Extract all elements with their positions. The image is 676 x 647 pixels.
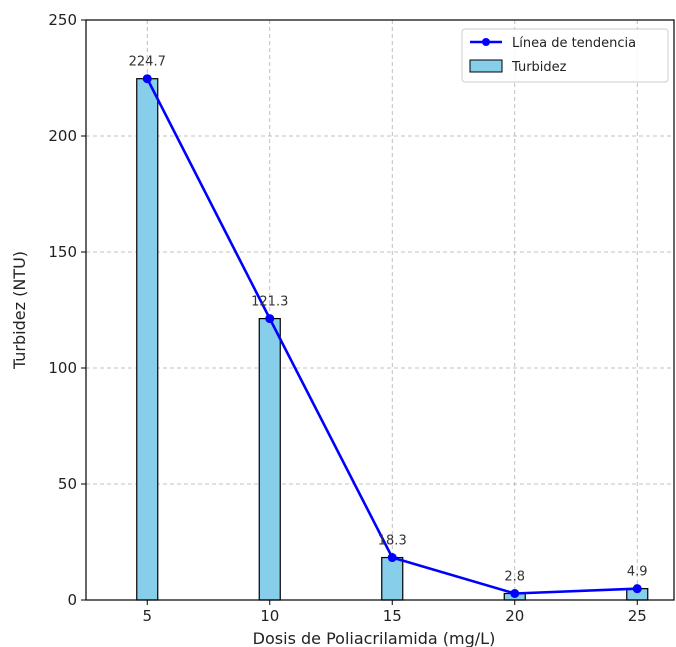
data-label: 121.3 <box>251 295 288 310</box>
x-tick-label: 20 <box>505 607 524 625</box>
data-label: 224.7 <box>129 55 166 70</box>
legend-entry-bar: Turbidez <box>511 60 567 75</box>
y-tick-label: 150 <box>48 243 77 261</box>
grid <box>86 19 674 601</box>
x-axis-ticks: 5 10 15 20 25 <box>142 600 647 625</box>
x-tick-label: 10 <box>260 607 279 625</box>
bar <box>381 556 404 601</box>
bar <box>258 317 281 601</box>
x-tick-label: 25 <box>628 607 647 625</box>
bar <box>136 78 159 601</box>
y-tick-label: 200 <box>48 127 77 145</box>
legend-line-marker <box>482 38 490 46</box>
y-axis-label: Turbidez (NTU) <box>10 251 29 370</box>
trend-point <box>510 589 520 599</box>
x-tick-label: 15 <box>383 607 402 625</box>
legend-box <box>461 28 669 83</box>
legend-bar-swatch <box>469 59 503 73</box>
trend-point <box>265 314 275 324</box>
y-tick-label: 100 <box>48 359 77 377</box>
plot-frame <box>85 19 675 601</box>
data-label: 2.8 <box>504 570 525 585</box>
trend-point <box>387 553 397 563</box>
trend-line-layer <box>142 74 642 599</box>
y-axis-ticks: 0 50 100 150 200 250 <box>48 11 86 609</box>
x-tick-label: 5 <box>142 607 152 625</box>
bars <box>136 78 649 601</box>
trend-point <box>632 584 642 594</box>
trend-point <box>142 74 152 84</box>
legend-entry-line: Línea de tendencia <box>512 36 636 51</box>
y-tick-label: 50 <box>58 475 77 493</box>
data-label: 18.3 <box>378 534 407 549</box>
y-tick-label: 0 <box>67 591 77 609</box>
y-tick-label: 250 <box>48 11 77 29</box>
data-labels: 224.7 121.3 18.3 2.8 4.9 <box>129 55 648 585</box>
data-label: 4.9 <box>627 565 648 580</box>
x-axis-label: Dosis de Poliacrilamida (mg/L) <box>253 629 496 647</box>
legend: Línea de tendencia Turbidez <box>461 28 669 83</box>
